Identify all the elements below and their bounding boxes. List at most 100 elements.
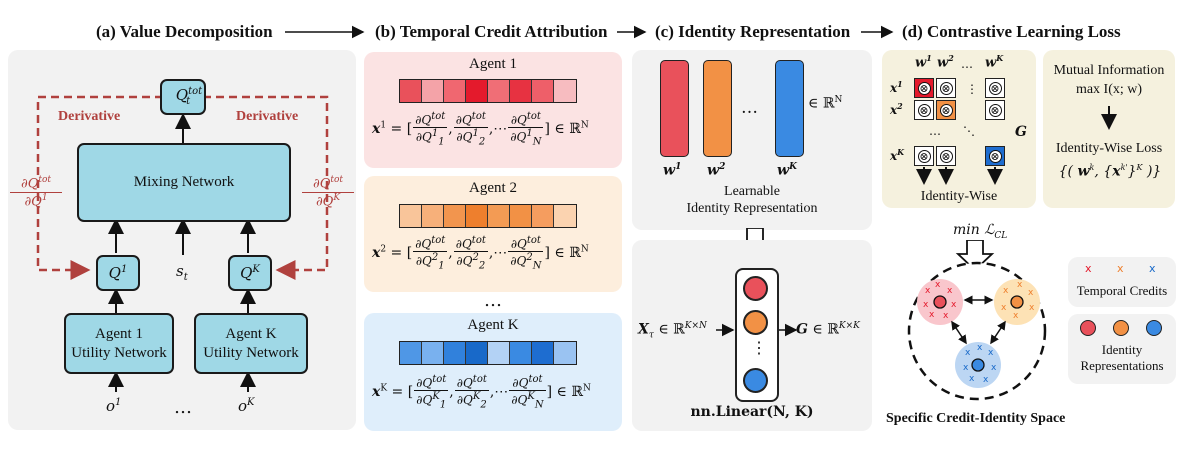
d-x2: x2	[890, 101, 903, 117]
derivative-label-right: Derivative	[236, 109, 299, 124]
credit-cell	[532, 342, 554, 364]
agent2-credit-bar	[399, 204, 577, 228]
mi-arrow	[1101, 106, 1117, 130]
derivative-fraction-right: ∂Qtot ∂QK	[302, 175, 354, 210]
learnable-identity-caption: Learnable Identity Representation	[686, 184, 818, 216]
identity-representations-label: Identity Representations	[1080, 342, 1164, 374]
agent2-formula: x2 = [∂Qtot ∂Q21, ∂Qtot ∂Q22 ,⋯ ∂Qtot ∂Q2N] ∈ …	[372, 235, 589, 272]
g-cell-2-k: ⊗	[985, 100, 1005, 120]
svg-text:x: x	[935, 280, 941, 290]
w1-label: w1	[663, 162, 682, 179]
d-wk: wK	[985, 53, 1004, 71]
credit-cell	[466, 342, 488, 364]
credit-identity-space-label: Specific Credit-Identity Space	[886, 411, 1066, 426]
svg-text:x: x	[929, 310, 935, 320]
temporal-credits-legend	[1068, 257, 1176, 307]
svg-text:x: x	[983, 375, 989, 385]
derivative-path-left	[36, 95, 163, 280]
svg-text:x: x	[947, 286, 953, 296]
identity-bar-2	[703, 60, 732, 157]
g-cell-1-2: ⊗	[936, 78, 956, 98]
title-identity-representation: (c) Identity Representation	[655, 22, 851, 41]
credit-cell	[400, 80, 422, 102]
credit-cell	[444, 342, 466, 364]
linear-layer-label: nn.Linear(N, K)	[690, 404, 814, 420]
observation-k: oK	[238, 397, 255, 415]
g-cell-2-1: ⊗	[914, 100, 934, 120]
credit-cell	[488, 205, 510, 227]
temporal-credits-label: Temporal Credits	[1076, 283, 1168, 298]
d-w1: w1	[915, 53, 932, 71]
svg-text:x: x	[991, 363, 997, 373]
identity-wise-label: Identity-Wise	[920, 189, 998, 204]
svg-text:x: x	[969, 374, 975, 384]
credit-cell	[554, 342, 576, 364]
g-cell-k-1: ⊗	[914, 146, 934, 166]
credit-cell	[466, 80, 488, 102]
credit-cell	[510, 80, 532, 102]
x-input-label: Xτ ∈ ℝK×N	[638, 321, 707, 341]
svg-text:x: x	[965, 348, 971, 358]
d-w-dots: …	[961, 57, 973, 71]
credit-cell	[510, 205, 532, 227]
credit-cell	[444, 205, 466, 227]
svg-text:x: x	[951, 300, 957, 310]
identity-bar-k	[775, 60, 804, 157]
svg-text:x: x	[923, 300, 929, 310]
mutual-information-label: Mutual Information max I(x; w)	[1053, 63, 1165, 97]
mixing-network: Mixing Network	[77, 143, 291, 222]
linear-arrows	[716, 323, 798, 337]
legend-x-red: x	[1085, 262, 1092, 275]
credit-cell	[510, 342, 532, 364]
q-tot-node: Qtott	[160, 79, 206, 115]
title-contrastive-loss: (d) Contrastive Learning Loss	[902, 22, 1121, 41]
credit-cell	[488, 80, 510, 102]
d-w2: w2	[937, 53, 954, 71]
credit-cell	[422, 80, 444, 102]
agentk-credit-panel: Agent K	[364, 313, 622, 431]
svg-text:x: x	[1013, 311, 1019, 321]
credit-cell	[532, 205, 554, 227]
linear-node-blue	[743, 368, 768, 393]
derivative-label-left: Derivative	[58, 109, 121, 124]
g-output-label: G ∈ ℝK×K	[796, 321, 860, 338]
w2-label: w2	[707, 162, 726, 179]
agents-ellipsis: …	[484, 290, 502, 311]
d-x1: x1	[890, 79, 903, 95]
credit-cell	[422, 342, 444, 364]
credit-cell	[488, 342, 510, 364]
agent1-credit-bar	[399, 79, 577, 103]
wk-label: wK	[777, 162, 797, 179]
q1-node: Q1	[96, 255, 140, 291]
g-cell-k-k: ⊗	[985, 146, 1005, 166]
title-temporal-credit: (b) Temporal Credit Attribution	[375, 22, 608, 41]
credit-cell	[400, 342, 422, 364]
agent2-credit-panel: Agent 2	[364, 176, 622, 292]
linear-node-red	[743, 276, 768, 301]
legend-dot-orange	[1113, 320, 1129, 336]
legend-dot-blue	[1146, 320, 1162, 336]
g-cell-2-2: ⊗	[936, 100, 956, 120]
agentk-utility-network: Agent K Utility Network	[194, 313, 308, 374]
state-label: st	[176, 262, 188, 283]
credit-cell	[400, 205, 422, 227]
g-dots-diag: ⋱	[963, 124, 975, 138]
d-xk: xK	[890, 147, 905, 163]
agent1-title: Agent 1	[469, 56, 517, 72]
g-cell-1-k: ⊗	[985, 78, 1005, 98]
down-hollow-arrow-d	[955, 240, 995, 272]
agent1-credit-panel: Agent 1	[364, 52, 622, 168]
g-cell-1-1: ⊗	[914, 78, 934, 98]
identity-bars-ellipsis: …	[741, 98, 758, 118]
svg-text:x: x	[943, 311, 949, 321]
linear-node-orange	[743, 310, 768, 335]
qk-node: QK	[228, 255, 272, 291]
panel-a-lines	[36, 95, 329, 392]
agent1-utility-network: Agent 1 Utility Network	[64, 313, 174, 374]
credit-cell	[422, 205, 444, 227]
agentk-formula: xK = [∂Qtot ∂QK1, ∂Qtot ∂QK2 ,⋯ ∂Qtot ∂QKN] ∈ …	[372, 374, 591, 411]
svg-text:x: x	[1017, 280, 1023, 290]
identity-wise-loss-formula: {( wk, {xk'}K )}	[1058, 163, 1162, 180]
agentk-credit-bar	[399, 341, 577, 365]
